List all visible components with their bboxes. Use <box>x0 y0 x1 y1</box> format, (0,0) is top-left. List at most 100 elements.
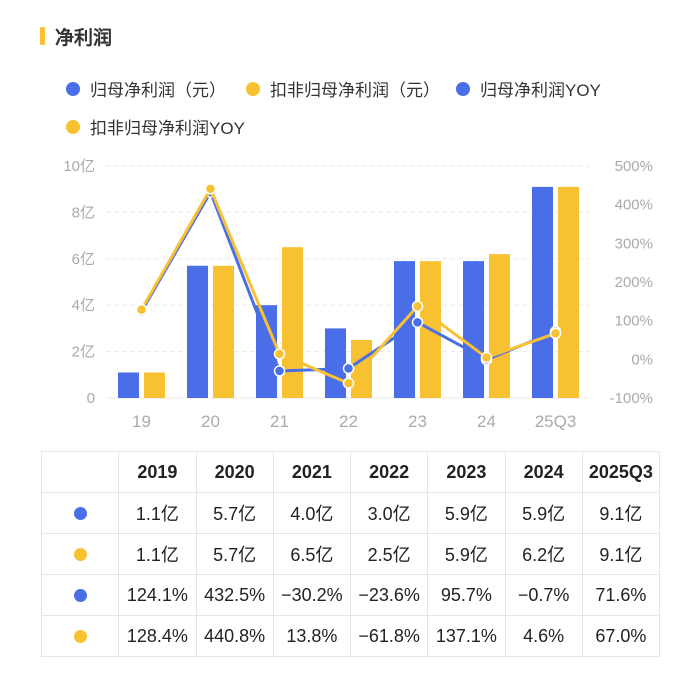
accent-bar <box>40 27 45 45</box>
row-marker-dot-icon <box>73 507 87 521</box>
legend-item-deducted-yoy[interactable]: 扣非归母净利润YOY <box>66 114 245 139</box>
legend-dot-icon <box>66 81 80 96</box>
table-cell: 440.8% <box>195 615 274 657</box>
y-right-tick-label: 200% <box>615 274 653 291</box>
table-cell: 67.0% <box>581 615 661 657</box>
table-cell: 6.2亿 <box>504 533 583 575</box>
x-tick-label: 19 <box>132 412 151 431</box>
x-tick-label: 25Q3 <box>535 412 577 431</box>
table-header-row: 2019 2020 2021 2022 2023 2024 2025Q3 <box>40 451 661 493</box>
row-marker-dot-icon <box>73 548 87 562</box>
table-cell: 6.5亿 <box>272 533 352 575</box>
table-cell: 4.6% <box>504 615 583 657</box>
table-cell: 95.7% <box>427 574 506 616</box>
table-header-cell: 2019 <box>118 451 197 493</box>
table-cell: 1.1亿 <box>118 533 197 575</box>
bar <box>144 372 165 398</box>
bar <box>118 372 139 398</box>
table-cell: 5.9亿 <box>504 492 583 534</box>
y-right-tick-label: 500% <box>615 158 653 175</box>
table-cell: 3.0亿 <box>349 492 429 534</box>
row-marker-dot-icon <box>73 589 87 603</box>
y-right-tick-label: 400% <box>615 197 653 214</box>
bar <box>558 186 579 398</box>
x-tick-label: 24 <box>477 412 496 431</box>
profit-chart: 0 2亿 4亿 6亿 8亿 10亿 -100% 0% 100% 200% 300% 400% 500% 1… <box>63 158 653 431</box>
bar <box>325 328 346 398</box>
table-header-cell: 2025Q3 <box>581 451 661 493</box>
line-point <box>342 377 355 389</box>
x-tick-label: 22 <box>339 412 358 431</box>
table-cell: 2.5亿 <box>349 533 429 575</box>
x-tick-label: 20 <box>201 412 220 431</box>
y-left-tick-label: 4亿 <box>72 297 95 314</box>
table-cell: 5.7亿 <box>195 492 274 534</box>
table-cell: 128.4% <box>118 615 197 657</box>
table-header-cell: 2020 <box>195 451 274 493</box>
table-cell: 1.1亿 <box>118 492 197 534</box>
table-row: 124.1% 432.5% −30.2% −23.6% 95.7% −0.7% … <box>40 574 661 616</box>
y-right-tick-label: 300% <box>615 235 653 252</box>
table-row: 128.4% 440.8% 13.8% −61.8% 137.1% 4.6% 6… <box>40 615 661 657</box>
x-tick-label: 21 <box>270 412 289 431</box>
table-cell: 5.7亿 <box>195 533 274 575</box>
y-left-tick-label: 8亿 <box>72 204 95 221</box>
legend-label: 扣非归母净利润YOY <box>90 119 245 138</box>
legend-item-parent-net-profit[interactable]: 归母净利润（元） <box>66 76 226 101</box>
y-right-tick-label: 0% <box>631 351 653 368</box>
legend-item-deducted-net-profit[interactable]: 扣非归母净利润（元） <box>246 76 440 101</box>
line-point <box>342 362 355 375</box>
y-left-tick-label: 10亿 <box>63 158 95 175</box>
bar <box>256 305 277 398</box>
line-point <box>480 351 493 364</box>
table-cell: −61.8% <box>349 615 429 657</box>
legend-item-parent-yoy[interactable]: 归母净利润YOY <box>456 76 601 101</box>
y-right-tick-label: -100% <box>610 390 653 407</box>
table-cell: −30.2% <box>272 574 352 616</box>
legend-dot-icon <box>456 81 470 96</box>
legend-dot-icon <box>66 119 80 134</box>
table-row: 1.1亿 5.7亿 6.5亿 2.5亿 5.9亿 6.2亿 9.1亿 <box>40 533 661 575</box>
line-point <box>411 300 424 313</box>
section-header: 净利润 <box>40 24 113 49</box>
legend-label: 扣非归母净利润（元） <box>270 81 440 100</box>
page-title: 净利润 <box>55 27 113 49</box>
table-cell: −23.6% <box>349 574 429 616</box>
bar <box>282 247 303 398</box>
line-point <box>273 348 286 360</box>
y-left-tick-label: 0 <box>87 390 95 407</box>
table-header-cell: 2023 <box>427 451 506 493</box>
table-header-cell: 2021 <box>272 451 352 493</box>
table-cell: 432.5% <box>195 574 274 616</box>
bar <box>187 265 208 398</box>
bar <box>489 254 510 398</box>
table-corner <box>40 451 120 493</box>
legend-label: 归母净利润（元） <box>90 81 226 100</box>
bar <box>213 265 234 398</box>
line-point <box>549 327 562 340</box>
table-cell: 9.1亿 <box>581 533 661 575</box>
line-point <box>204 183 217 195</box>
data-table: 2019 2020 2021 2022 2023 2024 2025Q3 1.1… <box>40 451 661 657</box>
table-cell: 4.0亿 <box>272 492 352 534</box>
bar <box>532 186 553 398</box>
table-cell: 13.8% <box>272 615 352 657</box>
table-cell: 5.9亿 <box>427 492 506 534</box>
table-cell: 5.9亿 <box>427 533 506 575</box>
y-left-tick-label: 2亿 <box>72 344 95 361</box>
table-cell: 137.1% <box>427 615 506 657</box>
bar <box>463 261 484 398</box>
table-cell: 9.1亿 <box>581 492 661 534</box>
table-row: 1.1亿 5.7亿 4.0亿 3.0亿 5.9亿 5.9亿 9.1亿 <box>40 492 661 534</box>
y-right-tick-label: 100% <box>615 313 653 330</box>
line-point <box>411 316 424 329</box>
y-left-tick-label: 6亿 <box>72 251 95 268</box>
line-point <box>273 365 286 377</box>
table-header-cell: 2022 <box>349 451 429 493</box>
line-point <box>135 303 148 316</box>
table-header-cell: 2024 <box>504 451 583 493</box>
table-cell: 124.1% <box>118 574 197 616</box>
table-cell: 71.6% <box>581 574 661 616</box>
legend-dot-icon <box>246 81 260 96</box>
table-cell: −0.7% <box>504 574 583 616</box>
